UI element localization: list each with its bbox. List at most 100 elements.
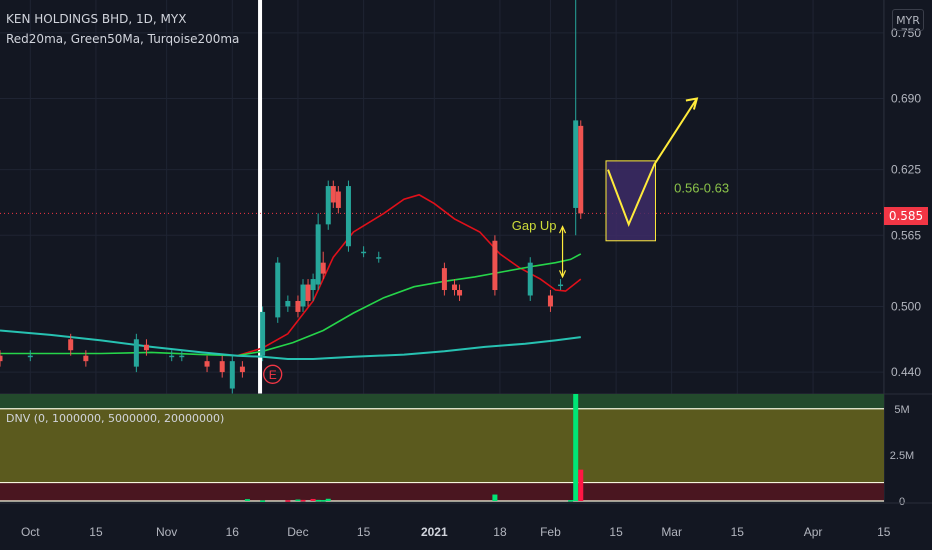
- currency-badge[interactable]: MYR: [892, 9, 924, 31]
- candle: [300, 279, 306, 312]
- candle-body: [0, 355, 3, 362]
- volume-tick-label: 5M: [894, 404, 909, 416]
- ma-line-green50ma: [0, 253, 582, 357]
- target-range-label: 0.56-0.63: [674, 181, 729, 196]
- price-tick-label: 0.565: [891, 228, 921, 242]
- zone-high: [0, 394, 884, 409]
- candle: [527, 257, 533, 301]
- target-box: [605, 160, 656, 242]
- price-tick-label: 0.440: [891, 365, 921, 379]
- candle-body: [376, 257, 382, 259]
- volume-bar: [310, 498, 316, 501]
- candle: [361, 246, 367, 258]
- candle: [27, 350, 33, 362]
- candle: [325, 180, 331, 230]
- candle-body: [330, 186, 336, 203]
- volume-bar: [244, 499, 250, 501]
- candle: [305, 279, 311, 307]
- candle-body: [345, 186, 351, 247]
- candle-body: [558, 284, 564, 287]
- volume-tick-label: 0: [899, 496, 905, 508]
- candle: [83, 350, 89, 367]
- time-tick-label: 15: [731, 525, 745, 539]
- candle: [558, 279, 564, 291]
- time-tick-label: Dec: [287, 525, 308, 539]
- candle-body: [578, 125, 584, 214]
- volume-bar: [260, 500, 266, 502]
- earnings-marker: E: [263, 364, 283, 384]
- time-tick-label: 2021: [421, 525, 448, 539]
- candle-body: [335, 191, 341, 208]
- candle: [315, 213, 321, 291]
- candle: [335, 186, 341, 214]
- projection-arrowhead: [685, 97, 699, 110]
- candle-body: [315, 224, 321, 285]
- candle: [68, 333, 74, 356]
- candle: [219, 355, 225, 378]
- earnings-circle: [263, 364, 283, 384]
- price-tick-label: 0.500: [891, 299, 921, 313]
- candle-body: [452, 284, 457, 291]
- ma-line-red20ma: [237, 193, 582, 357]
- volume-bar: [325, 498, 331, 501]
- price-axis: 0.440 0.500 0.565 0.625 0.690 0.750: [883, 0, 932, 502]
- projection-path: [607, 97, 698, 228]
- ma-line-turqoise200ma: [0, 329, 581, 360]
- candle-body: [169, 355, 175, 358]
- volume-bar: [568, 500, 574, 502]
- candle: [573, 0, 579, 236]
- gap-up-arrowhead-bottom: [559, 270, 567, 279]
- candle-body: [219, 361, 225, 373]
- time-axis: Oct 15 Nov 16 Dec 15 2021 18 Feb 15 Mar 15 Apr 15: [0, 502, 932, 539]
- time-tick-label: Oct: [21, 525, 40, 539]
- price-tick-label: 0.690: [891, 92, 921, 106]
- candle: [376, 251, 382, 263]
- candle-body: [300, 284, 306, 307]
- volume-bar: [492, 494, 498, 501]
- candle-body: [527, 262, 533, 296]
- volume-bar: [573, 394, 579, 501]
- gap-up-annotation: Gap Up: [512, 218, 567, 279]
- time-tick-label: 15: [609, 525, 623, 539]
- volume-bar: [295, 499, 301, 502]
- candle-body: [320, 262, 326, 274]
- price-tick-label: 0.625: [891, 163, 921, 177]
- candle: [260, 306, 266, 362]
- candle: [295, 295, 301, 318]
- candle-body: [285, 300, 291, 307]
- volume-bar: [315, 499, 321, 502]
- candle-body: [133, 339, 139, 367]
- candle: [0, 350, 3, 367]
- candle: [452, 279, 457, 296]
- candle: [239, 361, 245, 378]
- volume-bar: [285, 500, 291, 502]
- candle-body: [275, 262, 281, 318]
- candle-body: [305, 284, 311, 301]
- candle: [492, 235, 498, 296]
- candle-body: [260, 311, 266, 356]
- session-separator-line: [258, 0, 263, 394]
- time-tick-label: Feb: [540, 525, 561, 539]
- volume-bar: [578, 469, 584, 501]
- candle: [229, 355, 235, 394]
- candle: [275, 257, 281, 323]
- candle: [204, 355, 210, 373]
- candle-body: [441, 268, 447, 291]
- candle: [457, 284, 463, 301]
- candle-body: [179, 355, 185, 358]
- volume-tick-label: 2.5M: [890, 450, 914, 462]
- candle: [133, 333, 139, 373]
- candle: [169, 350, 175, 362]
- candle-body: [27, 355, 33, 358]
- indicator-legend: Red20ma, Green50Ma, Turqoise200ma: [6, 32, 240, 46]
- zone-low: [0, 482, 884, 501]
- price-axis-bg: [884, 0, 932, 502]
- volume-bar: [300, 499, 306, 502]
- candle-body: [457, 290, 463, 296]
- candle: [285, 295, 291, 312]
- time-tick-label: 18: [493, 525, 507, 539]
- candle-body: [143, 344, 149, 351]
- time-tick-label: Mar: [661, 525, 682, 539]
- candle: [179, 350, 185, 362]
